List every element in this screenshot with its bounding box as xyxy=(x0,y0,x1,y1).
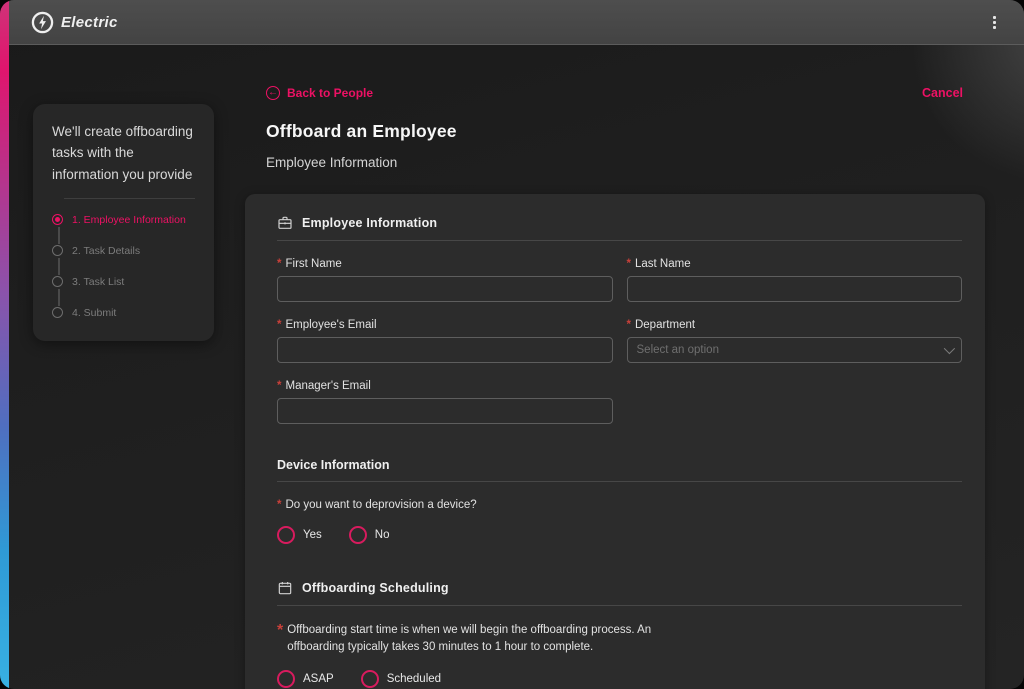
main-content: ← Back to People Cancel Offboard an Empl… xyxy=(245,86,985,689)
required-asterisk: * xyxy=(277,622,284,639)
last-name-input[interactable] xyxy=(626,276,962,302)
section-title: Employee Information xyxy=(302,216,438,230)
scheduling-description: * Offboarding start time is when we will… xyxy=(277,622,962,655)
stepper-list: 1. Employee Information 2. Task Details … xyxy=(52,214,195,319)
department-field: * Department Select an option xyxy=(626,319,962,363)
manager-email-input[interactable] xyxy=(277,398,613,424)
calendar-icon xyxy=(277,580,293,596)
cancel-button[interactable]: Cancel xyxy=(922,86,963,100)
step-employee-information[interactable]: 1. Employee Information xyxy=(52,214,195,226)
manager-email-field: * Manager's Email xyxy=(277,380,613,424)
step-radio-icon xyxy=(52,276,63,288)
brand-gradient-strip xyxy=(0,0,9,689)
device-information-section-header: Device Information xyxy=(277,458,390,472)
deprovision-question: * Do you want to deprovision a device? xyxy=(277,499,477,511)
radio-unchecked-icon xyxy=(277,670,295,689)
employee-email-input[interactable] xyxy=(277,337,613,363)
page-header: ← Back to People Cancel Offboard an Empl… xyxy=(245,86,985,170)
step-task-list[interactable]: 3. Task List xyxy=(52,276,195,288)
scheduling-radio-group: ASAP Scheduled xyxy=(277,670,962,689)
step-connector xyxy=(58,257,60,275)
arrow-left-circle-icon: ← xyxy=(266,86,280,100)
first-name-label: * First Name xyxy=(277,258,342,270)
chevron-down-icon xyxy=(943,342,956,355)
kebab-menu-icon[interactable] xyxy=(987,12,1002,33)
first-name-field: * First Name xyxy=(277,258,613,302)
empty-cell xyxy=(627,380,963,424)
section-divider xyxy=(277,481,962,482)
email-department-row: * Employee's Email * Department Select a… xyxy=(277,319,962,363)
radio-unchecked-icon xyxy=(277,526,295,544)
back-to-people-link[interactable]: ← Back to People xyxy=(266,86,373,100)
select-placeholder: Select an option xyxy=(636,344,719,356)
back-link-label: Back to People xyxy=(287,86,374,100)
required-asterisk: * xyxy=(277,258,282,270)
briefcase-icon xyxy=(277,215,293,231)
last-name-label: * Last Name xyxy=(626,258,691,270)
first-name-input[interactable] xyxy=(277,276,613,302)
radio-unchecked-icon xyxy=(360,670,379,689)
employee-email-field: * Employee's Email xyxy=(277,319,613,363)
section-title: Offboarding Scheduling xyxy=(302,581,449,595)
asap-option[interactable]: ASAP xyxy=(277,670,334,689)
page-subtitle: Employee Information xyxy=(266,155,398,170)
employee-information-section-header: Employee Information xyxy=(277,215,962,231)
electric-bolt-icon xyxy=(31,11,54,34)
offboarding-scheduling-section-header: Offboarding Scheduling xyxy=(277,580,962,596)
name-fields-row: * First Name * Last Name xyxy=(277,258,962,302)
stepper-divider xyxy=(64,197,195,199)
deprovision-yes-option[interactable]: Yes xyxy=(277,526,322,544)
required-asterisk: * xyxy=(277,499,282,511)
stepper-intro-text: We'll create offboarding tasks with the … xyxy=(52,124,193,182)
form-card: Employee Information * First Name * Last… xyxy=(245,194,985,689)
last-name-field: * Last Name xyxy=(626,258,962,302)
section-divider xyxy=(277,240,962,241)
required-asterisk: * xyxy=(277,319,282,331)
stepper-panel: We'll create offboarding tasks with the … xyxy=(33,104,214,341)
section-divider xyxy=(277,605,962,606)
step-submit[interactable]: 4. Submit xyxy=(52,307,195,319)
step-radio-icon xyxy=(52,214,63,226)
step-radio-icon xyxy=(52,307,63,319)
required-asterisk: * xyxy=(626,258,631,270)
step-radio-icon xyxy=(52,245,63,257)
brand-logo[interactable]: Electric xyxy=(31,11,118,34)
deprovision-no-option[interactable]: No xyxy=(348,526,389,544)
page-title: Offboard an Employee xyxy=(266,121,457,141)
required-asterisk: * xyxy=(626,319,631,331)
manager-email-label: * Manager's Email xyxy=(277,380,371,392)
brand-name: Electric xyxy=(61,13,118,31)
scheduled-option[interactable]: Scheduled xyxy=(360,670,441,689)
step-connector xyxy=(58,288,60,306)
department-label: * Department xyxy=(626,319,696,331)
step-connector xyxy=(58,226,60,244)
deprovision-radio-group: Yes No xyxy=(277,526,962,544)
required-asterisk: * xyxy=(277,380,282,392)
topbar: Electric xyxy=(9,0,1024,45)
step-task-details[interactable]: 2. Task Details xyxy=(52,245,195,257)
department-select[interactable]: Select an option xyxy=(626,337,962,363)
radio-unchecked-icon xyxy=(348,526,367,544)
employee-email-label: * Employee's Email xyxy=(277,319,377,331)
manager-email-row: * Manager's Email xyxy=(277,380,962,424)
